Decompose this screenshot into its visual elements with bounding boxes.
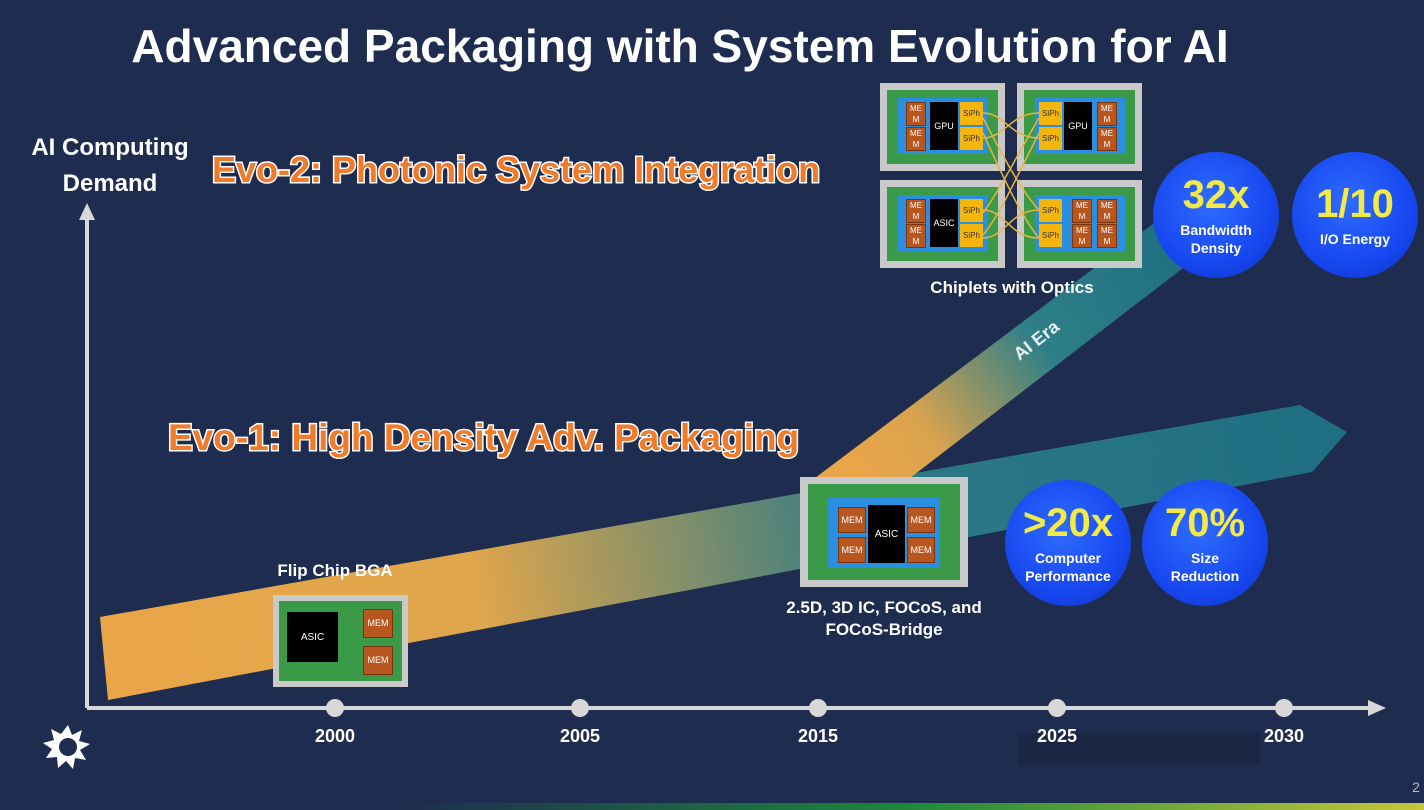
chip: SiPh (960, 224, 983, 247)
timeline-label: 2015 (798, 726, 838, 746)
chip: MEM (907, 507, 935, 533)
timeline-dot (809, 699, 827, 717)
stat-value: 32x (1182, 173, 1250, 217)
timeline-dot (1048, 699, 1066, 717)
chip: MEM (906, 224, 926, 248)
caption: Chiplets with Optics (930, 278, 1094, 297)
y-axis-arrow (79, 203, 95, 220)
evo1-band (100, 405, 1347, 700)
chip: MEM (1072, 199, 1092, 223)
timeline-label: 2000 (315, 726, 355, 746)
chip: MEM (363, 609, 393, 638)
logo-center (59, 738, 77, 756)
chip: MEM (906, 127, 926, 151)
caption: Flip Chip BGA (277, 561, 393, 580)
timeline-dot (571, 699, 589, 717)
stat-label: Size Reduction (1170, 550, 1240, 584)
chip: SiPh (1039, 102, 1062, 125)
chip: MEM (1072, 224, 1092, 248)
chip: SiPh (960, 102, 983, 125)
footer-bar (400, 803, 1424, 810)
chip: MEM (1097, 224, 1117, 248)
x-axis-arrow (1368, 700, 1386, 716)
chip: SiPh (960, 199, 983, 222)
chip: ASIC (868, 505, 905, 563)
evo1-label: Evo-1: High Density Adv. Packaging (168, 417, 799, 458)
title: Advanced Packaging with System Evolution… (131, 20, 1228, 72)
chip: MEM (1097, 199, 1117, 223)
chip: SiPh (1039, 224, 1062, 247)
chip: ASIC (287, 612, 338, 662)
caption: 2.5D, 3D IC, FOCoS, and FOCoS-Bridge (786, 598, 982, 639)
chip: MEM (363, 646, 393, 675)
page-number: 2 (1412, 779, 1420, 795)
chip: SiPh (1039, 127, 1062, 150)
y-axis-label: AI Computing Demand (31, 134, 189, 197)
link (982, 117, 1040, 214)
timeline-label: 2030 (1264, 726, 1304, 746)
chip: MEM (838, 537, 866, 563)
link (982, 132, 1040, 236)
stat-value: 1/10 (1316, 182, 1394, 226)
stat-label: I/O Energy (1319, 231, 1391, 247)
stat-value: >20x (1022, 501, 1114, 545)
chip: SiPh (960, 127, 983, 150)
stat-circle: >20x Computer Performance (1005, 480, 1131, 606)
chip: MEM (1097, 127, 1117, 151)
evo2-label: Evo-2: Photonic System Integration (212, 149, 820, 190)
chip: ASIC (930, 199, 958, 247)
chip: MEM (907, 537, 935, 563)
stat-value: 70% (1164, 501, 1246, 545)
chip: MEM (906, 199, 926, 223)
stat-label: Computer Performance (1025, 550, 1111, 584)
optical-links (982, 112, 1040, 239)
stat-circle: 1/10 I/O Energy (1292, 152, 1418, 278)
chip: GPU (930, 102, 958, 150)
timeline-label: 2005 (560, 726, 600, 746)
shade (1018, 733, 1260, 765)
timeline-label: 2025 (1037, 726, 1077, 746)
link (982, 112, 1040, 139)
evo2-band (815, 205, 1200, 478)
chip: MEM (838, 507, 866, 533)
stat-circle: 70% Size Reduction (1142, 480, 1268, 606)
chip: SiPh (1039, 199, 1062, 222)
stat-label: Bandwidth Density (1180, 222, 1252, 256)
chip: MEM (906, 102, 926, 126)
chip: MEM (1097, 102, 1117, 126)
stat-circle: 32x Bandwidth Density (1153, 152, 1279, 278)
link (982, 209, 1040, 239)
timeline-dot (326, 699, 344, 717)
timeline-dot (1275, 699, 1293, 717)
chip: GPU (1064, 102, 1092, 150)
